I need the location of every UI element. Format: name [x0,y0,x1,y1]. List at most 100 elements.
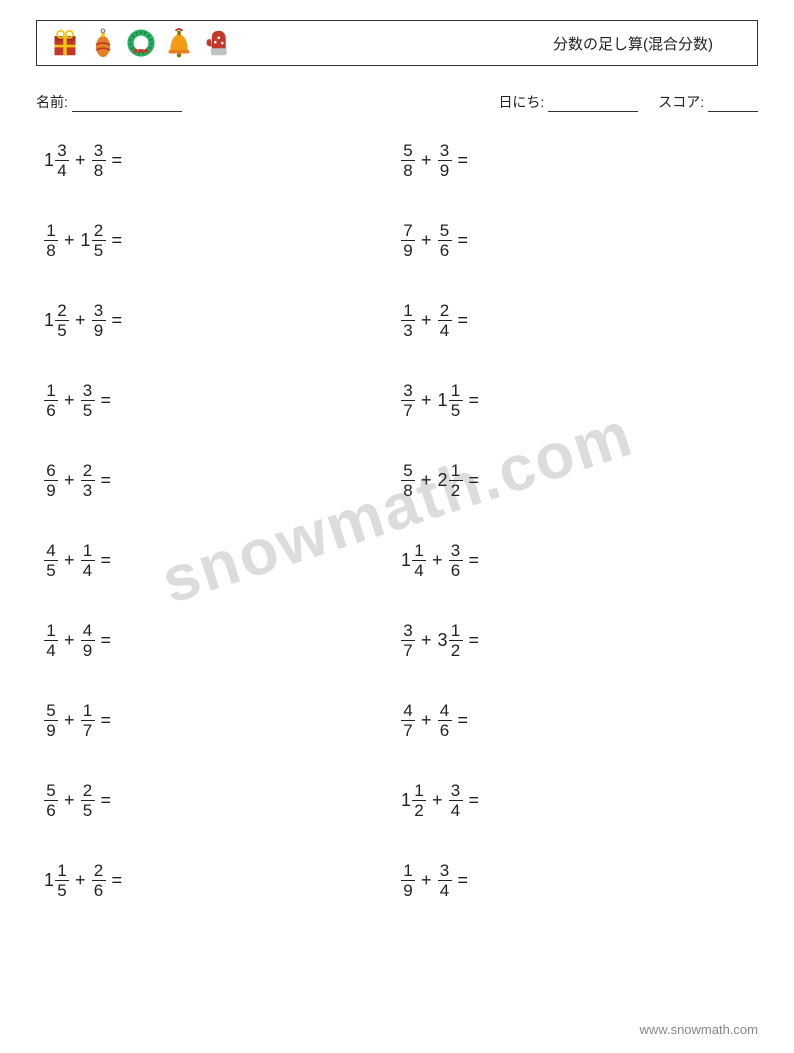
whole-number: 1 [44,870,54,891]
fraction: 24 [438,301,452,340]
problem: 18+125= [44,216,361,264]
header-box: 分数の足し算(混合分数) [36,20,758,66]
fraction: 25 [81,781,95,820]
numerator: 2 [81,781,94,800]
plus-operator: + [75,870,86,891]
numerator: 4 [81,621,94,640]
whole-number: 1 [44,150,54,171]
denominator: 4 [412,561,425,580]
numerator: 1 [44,381,57,400]
fraction: 79 [401,221,415,260]
numerator: 3 [81,381,94,400]
numerator: 4 [44,541,57,560]
problems-grid: 134+38=58+39=18+125=79+56=125+39=13+24=1… [36,136,758,904]
numerator: 2 [92,221,105,240]
score-blank[interactable] [708,98,758,112]
denominator: 8 [44,241,57,260]
denominator: 2 [449,641,462,660]
denominator: 2 [412,801,425,820]
numerator: 1 [401,301,414,320]
worksheet-title: 分数の足し算(混合分数) [553,33,743,54]
denominator: 9 [401,881,414,900]
problem: 112+34= [401,776,718,824]
bell-icon [165,27,193,59]
problem: 59+17= [44,696,361,744]
plus-operator: + [75,310,86,331]
equals-sign: = [458,310,469,331]
equals-sign: = [458,710,469,731]
date-label: 日にち: [498,94,544,110]
denominator: 4 [55,161,68,180]
score-label: スコア: [658,94,704,110]
plus-operator: + [64,790,75,811]
equals-sign: = [101,390,112,411]
name-blank[interactable] [72,98,182,112]
problem: 47+46= [401,696,718,744]
fraction: 25 [55,301,69,340]
numerator: 3 [449,541,462,560]
equals-sign: = [112,310,123,331]
plus-operator: + [421,710,432,731]
problem: 14+49= [44,616,361,664]
plus-operator: + [64,390,75,411]
numerator: 1 [449,381,462,400]
denominator: 5 [81,401,94,420]
name-label: 名前: [36,94,68,110]
numerator: 5 [44,701,57,720]
equals-sign: = [469,390,480,411]
numerator: 5 [401,141,414,160]
denominator: 8 [401,161,414,180]
fraction: 39 [92,301,106,340]
denominator: 4 [44,641,57,660]
problem: 16+35= [44,376,361,424]
denominator: 9 [44,481,57,500]
numerator: 1 [81,541,94,560]
equals-sign: = [112,230,123,251]
fraction: 38 [92,141,106,180]
numerator: 1 [44,221,57,240]
denominator: 9 [92,321,105,340]
denominator: 9 [401,241,414,260]
denominator: 2 [449,481,462,500]
numerator: 6 [44,461,57,480]
denominator: 6 [438,721,451,740]
fraction: 58 [401,461,415,500]
denominator: 4 [81,561,94,580]
plus-operator: + [64,710,75,731]
equals-sign: = [469,790,480,811]
denominator: 7 [81,721,94,740]
denominator: 6 [92,881,105,900]
denominator: 4 [438,881,451,900]
ornament-icon [89,27,117,59]
fraction: 14 [412,541,426,580]
date-blank[interactable] [548,98,638,112]
whole-number: 1 [44,310,54,331]
problem: 13+24= [401,296,718,344]
denominator: 9 [81,641,94,660]
whole-number: 1 [401,550,411,571]
plus-operator: + [64,630,75,651]
equals-sign: = [101,710,112,731]
fraction: 17 [81,701,95,740]
denominator: 7 [401,401,414,420]
equals-sign: = [112,870,123,891]
problem: 125 +39 = [44,296,361,344]
fraction: 36 [449,541,463,580]
fraction: 45 [44,541,58,580]
problem: 115+26= [44,856,361,904]
numerator: 1 [412,541,425,560]
denominator: 6 [44,801,57,820]
equals-sign: = [112,150,123,171]
problem: 69+23= [44,456,361,504]
fraction: 12 [412,781,426,820]
mitten-icon [203,27,231,59]
equals-sign: = [101,470,112,491]
numerator: 2 [438,301,451,320]
plus-operator: + [64,470,75,491]
plus-operator: + [64,230,75,251]
numerator: 3 [92,141,105,160]
equals-sign: = [458,870,469,891]
problem: 58+39= [401,136,718,184]
numerator: 3 [401,621,414,640]
fraction: 47 [401,701,415,740]
